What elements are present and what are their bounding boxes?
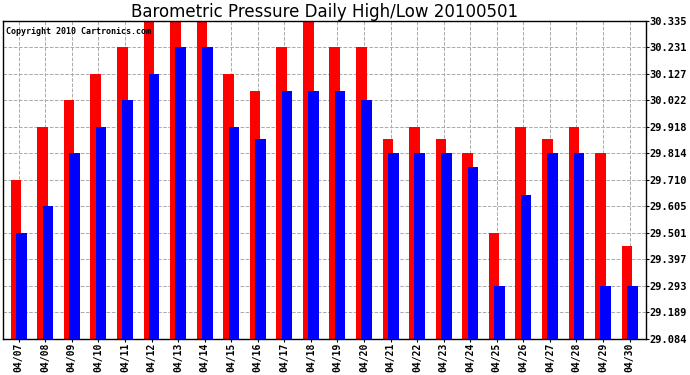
Bar bbox=[462, 153, 473, 339]
Bar bbox=[255, 139, 266, 339]
Bar bbox=[11, 180, 21, 339]
Bar bbox=[228, 127, 239, 339]
Bar bbox=[282, 91, 293, 339]
Bar bbox=[303, 21, 313, 339]
Bar bbox=[622, 246, 632, 339]
Bar bbox=[122, 100, 133, 339]
Text: Copyright 2010 Cartronics.com: Copyright 2010 Cartronics.com bbox=[6, 27, 151, 36]
Bar bbox=[574, 153, 584, 339]
Bar bbox=[117, 47, 128, 339]
Bar bbox=[175, 47, 186, 339]
Bar bbox=[250, 91, 260, 339]
Bar bbox=[277, 47, 287, 339]
Bar bbox=[170, 21, 181, 339]
Bar bbox=[64, 100, 75, 339]
Bar bbox=[362, 100, 372, 339]
Bar bbox=[388, 153, 399, 339]
Bar bbox=[595, 153, 606, 339]
Bar bbox=[335, 91, 346, 339]
Bar bbox=[202, 47, 213, 339]
Bar bbox=[415, 153, 425, 339]
Bar bbox=[69, 153, 80, 339]
Bar bbox=[542, 139, 553, 339]
Bar bbox=[489, 233, 500, 339]
Bar bbox=[90, 74, 101, 339]
Bar bbox=[43, 206, 53, 339]
Bar bbox=[330, 47, 340, 339]
Title: Barometric Pressure Daily High/Low 20100501: Barometric Pressure Daily High/Low 20100… bbox=[130, 3, 518, 21]
Bar bbox=[435, 139, 446, 339]
Bar bbox=[382, 139, 393, 339]
Bar bbox=[521, 195, 531, 339]
Bar bbox=[224, 74, 234, 339]
Bar bbox=[409, 127, 420, 339]
Bar bbox=[149, 74, 159, 339]
Bar bbox=[494, 286, 505, 339]
Bar bbox=[37, 127, 48, 339]
Bar bbox=[515, 127, 526, 339]
Bar bbox=[308, 91, 319, 339]
Bar bbox=[627, 286, 638, 339]
Bar bbox=[441, 153, 452, 339]
Bar bbox=[600, 286, 611, 339]
Bar bbox=[569, 127, 579, 339]
Bar bbox=[16, 233, 27, 339]
Bar bbox=[197, 21, 207, 339]
Bar bbox=[468, 167, 478, 339]
Bar bbox=[96, 127, 106, 339]
Bar bbox=[547, 153, 558, 339]
Bar bbox=[356, 47, 366, 339]
Bar bbox=[144, 21, 154, 339]
